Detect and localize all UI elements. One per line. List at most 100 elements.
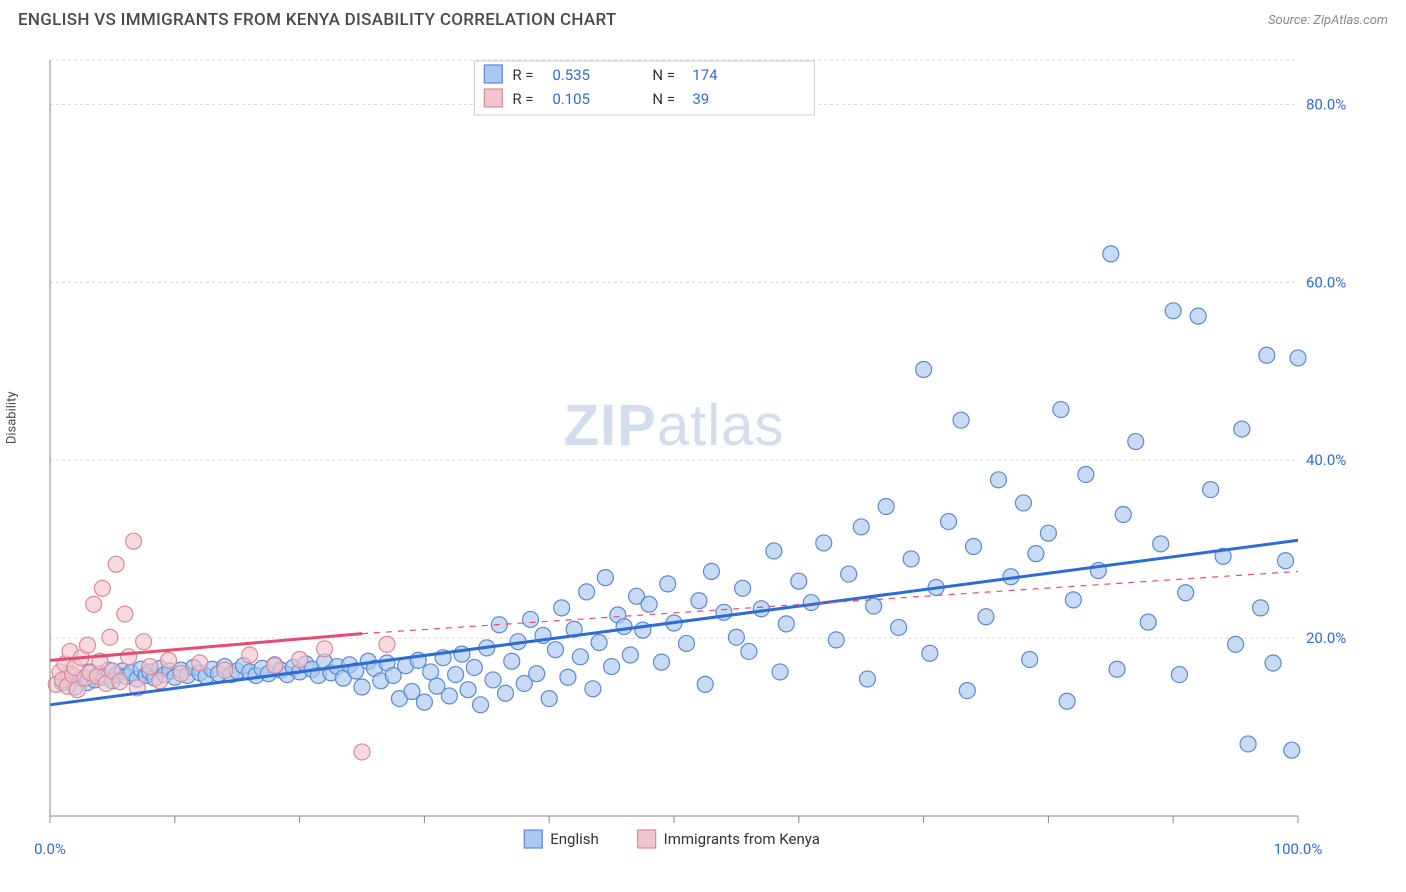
legend-swatch	[484, 89, 502, 107]
data-point	[354, 744, 370, 760]
data-point	[1028, 546, 1044, 562]
legend-n-value: 174	[692, 66, 718, 84]
data-point	[541, 691, 557, 707]
data-point	[152, 673, 168, 689]
data-point	[853, 519, 869, 535]
data-point	[641, 596, 657, 612]
data-point	[117, 606, 133, 622]
data-point	[242, 647, 258, 663]
data-point	[94, 580, 110, 596]
legend-r-label: R =	[512, 66, 533, 84]
data-point	[466, 659, 482, 675]
data-point	[859, 671, 875, 687]
data-point	[267, 658, 283, 674]
data-point	[547, 642, 563, 658]
legend-n-value: 39	[692, 90, 709, 108]
data-point	[1178, 585, 1194, 601]
data-point	[878, 498, 894, 514]
data-point	[622, 647, 638, 663]
data-point	[585, 681, 601, 697]
data-point	[735, 580, 751, 596]
data-point	[916, 362, 932, 378]
data-point	[423, 664, 439, 680]
data-point	[891, 619, 907, 635]
data-point	[990, 472, 1006, 488]
data-point	[678, 635, 694, 651]
data-point	[966, 539, 982, 555]
chart-container: Disability 20.0%40.0%60.0%80.0%ZIPatlas0…	[18, 52, 1388, 874]
legend-n-label: N =	[652, 66, 675, 84]
legend-series-label: English	[550, 830, 599, 848]
data-point	[1059, 693, 1075, 709]
data-point	[529, 666, 545, 682]
data-point	[1203, 482, 1219, 498]
data-point	[1115, 506, 1131, 522]
data-point	[697, 676, 713, 692]
data-point	[1078, 466, 1094, 482]
data-point	[1290, 350, 1306, 366]
data-point	[728, 629, 744, 645]
scatter-chart: 20.0%40.0%60.0%80.0%ZIPatlas0.0%100.0%R …	[18, 52, 1368, 872]
legend-swatch	[638, 830, 656, 848]
data-point	[741, 643, 757, 659]
data-point	[1228, 636, 1244, 652]
data-point	[112, 674, 128, 690]
data-point	[1240, 736, 1256, 752]
chart-title: ENGLISH VS IMMIGRANTS FROM KENYA DISABIL…	[18, 10, 617, 30]
data-point	[791, 573, 807, 589]
data-point	[504, 653, 520, 669]
data-point	[959, 683, 975, 699]
data-point	[448, 667, 464, 683]
data-point	[903, 551, 919, 567]
data-point	[217, 662, 233, 678]
data-point	[1109, 661, 1125, 677]
data-point	[317, 641, 333, 657]
data-point	[126, 533, 142, 549]
data-point	[591, 635, 607, 651]
data-point	[1190, 308, 1206, 324]
data-point	[978, 609, 994, 625]
data-point	[841, 566, 857, 582]
data-point	[1015, 495, 1031, 511]
data-point	[441, 688, 457, 704]
data-point	[1128, 434, 1144, 450]
data-point	[161, 652, 177, 668]
y-tick-label: 40.0%	[1306, 451, 1346, 469]
data-point	[1278, 553, 1294, 569]
data-point	[828, 632, 844, 648]
data-point	[1165, 303, 1181, 319]
data-point	[597, 570, 613, 586]
data-point	[703, 563, 719, 579]
title-bar: ENGLISH VS IMMIGRANTS FROM KENYA DISABIL…	[0, 0, 1406, 36]
data-point	[572, 649, 588, 665]
data-point	[816, 535, 832, 551]
data-point	[102, 629, 118, 645]
data-point	[1171, 667, 1187, 683]
data-point	[953, 412, 969, 428]
data-point	[1140, 614, 1156, 630]
data-point	[1103, 246, 1119, 262]
data-point	[1253, 600, 1269, 616]
y-tick-label: 60.0%	[1306, 273, 1346, 291]
data-point	[1284, 742, 1300, 758]
data-point	[79, 637, 95, 653]
data-point	[554, 600, 570, 616]
data-point	[1065, 592, 1081, 608]
data-point	[460, 682, 476, 698]
x-tick-label: 0.0%	[34, 840, 66, 858]
data-point	[616, 619, 632, 635]
data-point	[1234, 421, 1250, 437]
legend-n-label: N =	[652, 90, 675, 108]
legend-r-value: 0.105	[552, 90, 590, 108]
x-tick-label: 100.0%	[1274, 840, 1323, 858]
legend-swatch	[524, 830, 542, 848]
data-point	[1153, 536, 1169, 552]
trend-line-english	[50, 540, 1298, 705]
data-point	[579, 584, 595, 600]
data-point	[522, 611, 538, 627]
legend-series-label: Immigrants from Kenya	[664, 830, 820, 848]
data-point	[753, 601, 769, 617]
data-point	[941, 514, 957, 530]
data-point	[192, 655, 208, 671]
data-point	[1265, 655, 1281, 671]
